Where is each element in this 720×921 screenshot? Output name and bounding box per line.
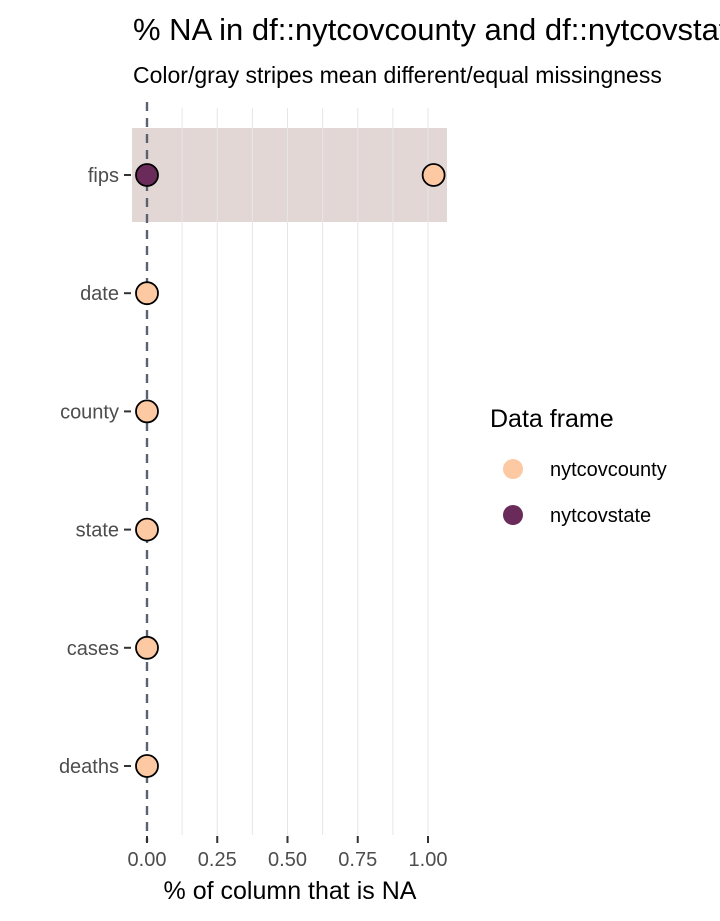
x-axis-title: % of column that is NA	[164, 877, 417, 905]
legend-title: Data frame	[490, 405, 614, 433]
legend: Data frame nytcovcounty nytcovstate	[490, 405, 667, 527]
point-nytcovcounty-county	[135, 399, 159, 424]
point-nytcovcounty-deaths	[135, 754, 159, 778]
legend-key-nytcovcounty	[503, 459, 523, 479]
legend-key-nytcovstate	[503, 505, 523, 525]
x-tick-label: 1.00	[409, 849, 448, 871]
gridline-layer	[181, 108, 429, 835]
y-tick-label-deaths: deaths	[59, 756, 119, 778]
point-nytcovcounty-cases	[135, 635, 159, 660]
x-tick-label: 0.25	[198, 849, 237, 871]
point-nytcovstate-fips	[135, 163, 159, 187]
stripe-layer	[132, 128, 447, 222]
point-nytcovcounty-date	[135, 281, 159, 306]
chart-subtitle: Color/gray stripes mean different/equal …	[133, 62, 662, 88]
y-tick-label-date: date	[80, 283, 119, 305]
y-tick-label-state: state	[76, 520, 119, 542]
x-tick-label: 0.75	[338, 849, 377, 871]
y-tick-label-county: county	[60, 401, 119, 423]
x-tick-label: 0.00	[128, 849, 167, 871]
legend-label-nytcovstate: nytcovstate	[550, 505, 651, 527]
point-layer	[135, 163, 446, 778]
legend-label-nytcovcounty: nytcovcounty	[550, 459, 667, 481]
x-axis: 0.00 0.25 0.50 0.75 1.00	[128, 836, 448, 871]
stripe-fips	[132, 128, 447, 222]
y-axis: fips date county state cases deaths	[59, 165, 131, 778]
y-tick-label-cases: cases	[67, 638, 119, 660]
y-tick-label-fips: fips	[88, 165, 119, 187]
chart-title: % NA in df::nytcovcounty and df::nytcovs…	[133, 12, 720, 47]
x-tick-label: 0.50	[268, 849, 307, 871]
point-nytcovcounty-fips	[421, 163, 446, 187]
point-nytcovcounty-state	[135, 517, 159, 542]
